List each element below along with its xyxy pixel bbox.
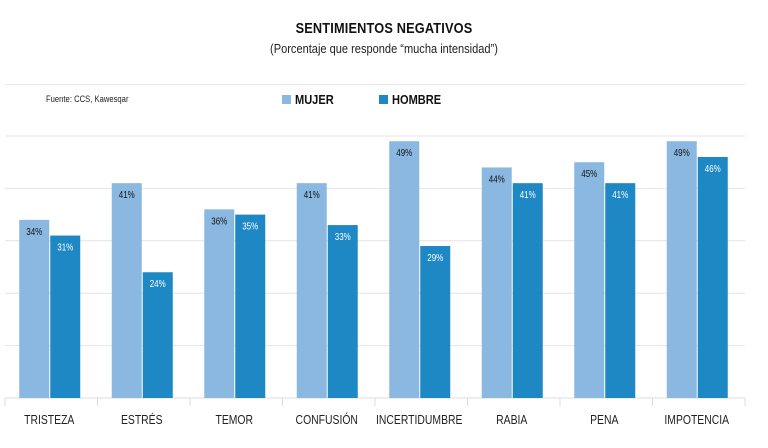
x-tick-label: ESTRÉS: [121, 413, 163, 427]
bar-mujer: [296, 183, 327, 398]
header-divider: [5, 84, 745, 85]
bar-mujer: [19, 219, 50, 398]
data-label: 29%: [427, 252, 443, 263]
legend-label-hombre: HOMBRE: [391, 92, 441, 107]
chart-subtitle: (Porcentaje que responde “mucha intensid…: [270, 41, 498, 56]
source-note: Fuente: CCS, Kawesqar: [46, 94, 129, 104]
legend-swatch-mujer: [282, 95, 291, 104]
x-tick-label: CONFUSIÓN: [296, 413, 358, 427]
bar-mujer: [389, 141, 420, 399]
x-tick-label: INCERTIDUMBRE: [376, 413, 463, 427]
x-tick-label: TEMOR: [215, 413, 253, 427]
bar-mujer: [111, 183, 142, 398]
bar-mujer: [574, 162, 605, 398]
legend-label-mujer: MUJER: [295, 92, 334, 107]
legend-item-hombre: HOMBRE: [378, 92, 450, 107]
data-label: 35%: [242, 221, 258, 232]
bar-mujer: [481, 167, 512, 398]
data-label: 41%: [520, 189, 536, 200]
data-label: 34%: [26, 226, 42, 237]
data-label: 41%: [612, 189, 628, 200]
bar-mujer: [204, 209, 235, 398]
data-label: 41%: [304, 189, 320, 200]
data-label: 45%: [581, 168, 597, 179]
data-label: 49%: [396, 147, 412, 158]
x-tick-label: IMPOTENCIA: [664, 413, 729, 427]
data-label: 31%: [57, 242, 73, 253]
bar-hombre: [142, 272, 173, 398]
data-label: 36%: [211, 216, 227, 227]
data-label: 46%: [705, 163, 721, 174]
bar-hombre: [235, 214, 266, 398]
legend-swatch-hombre: [378, 95, 388, 104]
bar-mujer: [666, 141, 697, 399]
bar-hombre: [697, 156, 728, 398]
x-tick-label: PENA: [590, 413, 618, 427]
bar-hombre: [50, 235, 81, 398]
data-label: 41%: [119, 189, 135, 200]
legend: MUJER HOMBRE: [282, 92, 449, 107]
data-label: 24%: [150, 278, 166, 289]
chart-title: SENTIMIENTOS NEGATIVOS: [295, 20, 473, 37]
data-label: 33%: [335, 231, 351, 242]
bar-hombre: [512, 183, 543, 398]
bar-hombre: [420, 246, 451, 398]
bar-hombre: [327, 225, 358, 398]
bar-hombre: [605, 183, 636, 398]
x-tick-label: RABIA: [496, 413, 527, 427]
data-label: 44%: [489, 174, 505, 185]
legend-item-mujer: MUJER: [282, 92, 341, 107]
data-label: 49%: [674, 147, 690, 158]
x-tick-label: TRISTEZA: [24, 413, 74, 427]
